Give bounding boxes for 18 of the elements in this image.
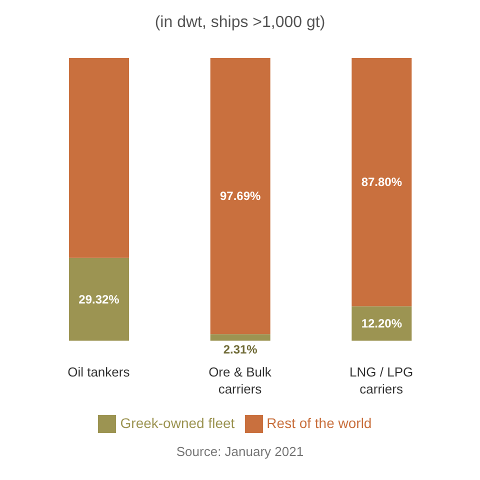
data-label: 87.80% [361, 175, 402, 190]
bar [210, 334, 270, 341]
data-label: 97.69% [220, 189, 262, 204]
data-label: 29.32% [78, 292, 120, 306]
bar [69, 258, 129, 341]
bar [210, 58, 270, 334]
x-tick-label: Ore & Bulk carriers [208, 364, 272, 397]
legend-label: Rest of the world [266, 414, 372, 431]
data-label: 2.31% [223, 342, 258, 357]
bar [69, 58, 129, 258]
source-note: Source: January 2021 [175, 444, 305, 459]
bar [352, 58, 412, 306]
bar [352, 306, 412, 341]
chart-subtitle: (in dwt, ships >1,000 gt) [154, 13, 326, 33]
data-label: 12.20% [361, 316, 402, 330]
legend-label: Greek-owned fleet [120, 414, 235, 431]
x-tick-label: Oil tankers [68, 364, 130, 380]
x-tick-label: LNG / LPG carriers [350, 364, 414, 397]
